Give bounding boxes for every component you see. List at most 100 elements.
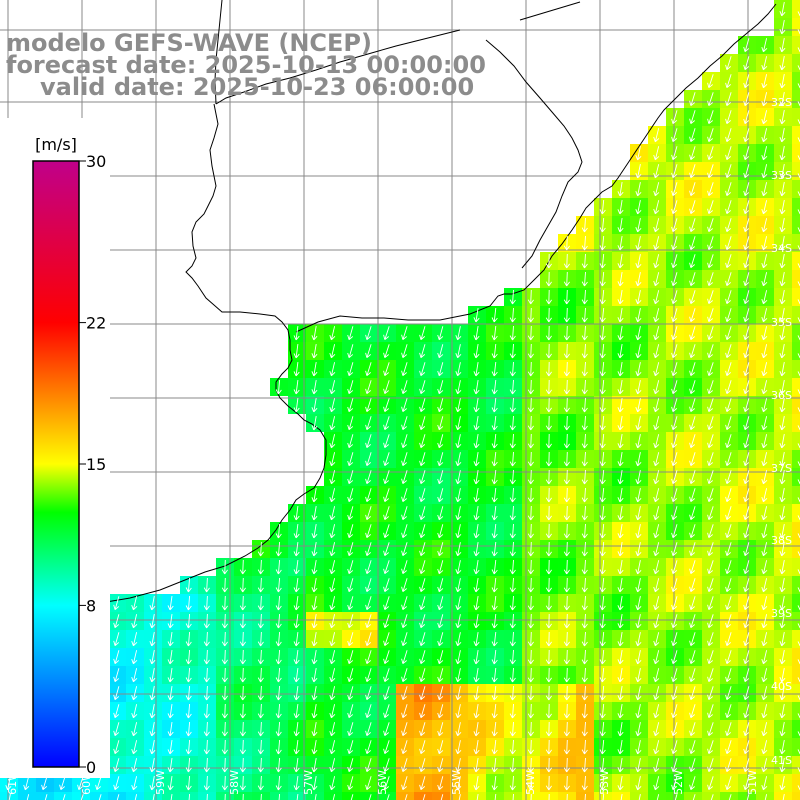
wind-arrow (599, 559, 606, 575)
wind-arrow (113, 704, 120, 719)
wind-arrow (725, 128, 732, 143)
wind-arrow (779, 344, 786, 359)
wind-arrow (743, 740, 750, 755)
wind-arrow (635, 272, 642, 287)
wind-arrow (725, 200, 732, 215)
lat-label: 36S (771, 389, 792, 402)
lat-label: 39S (771, 607, 792, 620)
wind-arrow (761, 218, 768, 233)
wind-arrow (581, 595, 588, 611)
wind-arrow (473, 434, 480, 449)
wind-arrow (635, 560, 642, 575)
wind-arrow (419, 614, 426, 629)
wind-arrow (509, 703, 516, 719)
wind-arrow (527, 613, 534, 629)
wind-arrow (545, 577, 552, 593)
wind-arrow (455, 470, 462, 485)
wind-arrow (62, 794, 66, 800)
wind-arrow (257, 649, 264, 665)
border-inland (214, 0, 223, 105)
wind-arrow (365, 668, 372, 683)
wind-arrow (635, 740, 642, 755)
wind-arrow (617, 506, 624, 521)
wind-arrow (563, 505, 570, 521)
wind-arrow (707, 524, 714, 539)
field-cell (792, 792, 800, 800)
wind-arrow (725, 272, 732, 287)
wind-arrow (725, 254, 732, 269)
wind-arrow (275, 577, 282, 593)
wind-arrow (743, 92, 750, 107)
wind-arrow (581, 451, 588, 467)
wind-arrow (599, 541, 606, 557)
wind-arrow (653, 218, 660, 233)
wind-arrow (293, 614, 300, 629)
wind-arrow (779, 236, 786, 251)
title-valid-date: valid date: 2025-10-23 06:00:00 (40, 73, 475, 101)
wind-arrow (779, 722, 786, 737)
wind-arrow (548, 793, 550, 800)
wind-arrow (689, 542, 696, 557)
wind-arrow (473, 542, 480, 557)
wind-arrow (473, 686, 480, 701)
wind-arrow (656, 794, 660, 800)
wind-arrow (545, 667, 552, 683)
wind-arrow (653, 236, 660, 251)
wind-arrow (638, 794, 641, 800)
wind-arrow (563, 451, 570, 467)
wind-arrow (761, 164, 768, 179)
wind-arrow (491, 757, 498, 773)
wind-arrow (599, 631, 606, 647)
wind-arrow (707, 686, 714, 701)
wind-arrow (365, 776, 372, 791)
wind-arrow (653, 758, 660, 773)
wind-arrow (419, 560, 426, 575)
field-cell (702, 792, 720, 800)
lon-label: 55W (450, 770, 463, 795)
wind-arrow (311, 362, 318, 377)
wind-arrow (491, 325, 498, 341)
wind-arrow (653, 326, 660, 341)
wind-arrow (581, 505, 588, 521)
field-cell (792, 522, 800, 540)
wind-arrow (113, 758, 120, 773)
wind-arrow (437, 776, 444, 791)
wind-arrow (653, 560, 660, 575)
wind-arrow (671, 668, 678, 683)
wind-arrow (671, 488, 678, 503)
field-cell (792, 684, 800, 702)
wind-arrow (311, 704, 318, 719)
wind-arrow (707, 344, 714, 359)
wind-arrow (779, 20, 786, 35)
wind-arrow (710, 794, 714, 800)
wind-arrow (473, 308, 480, 323)
wind-arrow (779, 524, 786, 539)
wind-arrow (653, 434, 660, 449)
wind-arrow (743, 56, 750, 71)
colorbar-tick-label: 30 (86, 152, 106, 171)
wind-arrow (779, 596, 786, 611)
wind-arrow (203, 721, 210, 737)
wind-arrow (725, 614, 732, 629)
wind-arrow (365, 722, 372, 737)
wind-arrow (779, 200, 786, 215)
wind-arrow (692, 794, 696, 800)
wind-arrow (347, 398, 354, 413)
wind-arrow (689, 272, 696, 287)
wind-arrow (563, 541, 570, 557)
wind-arrow (779, 164, 786, 179)
colorbar-tick-label: 22 (86, 314, 106, 333)
wind-arrow (437, 344, 444, 359)
wind-arrow (419, 362, 426, 377)
wind-arrow (707, 722, 714, 737)
wind-arrow (743, 164, 750, 179)
wind-arrow (293, 758, 300, 773)
wind-arrow (509, 343, 516, 359)
wind-arrow (545, 721, 552, 737)
wind-arrow (455, 506, 462, 521)
wind-arrow (167, 668, 174, 683)
wind-arrow (437, 758, 444, 773)
wind-arrow (743, 254, 750, 269)
wind-arrow (368, 794, 372, 800)
wind-arrow (365, 362, 372, 377)
